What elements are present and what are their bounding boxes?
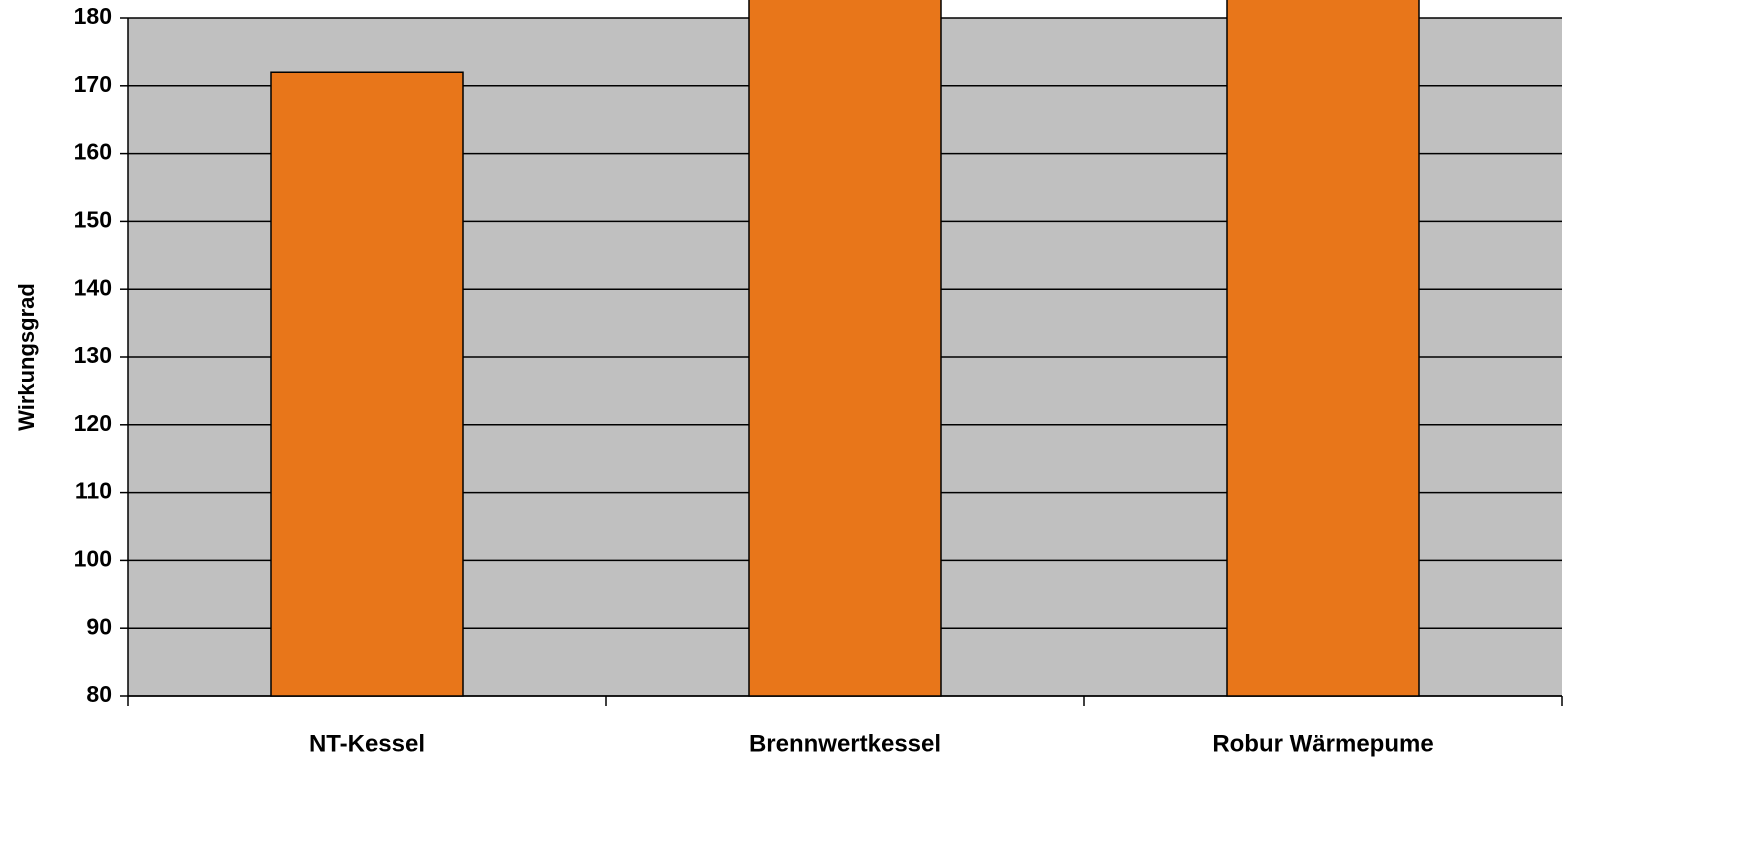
bar-segment — [1226, 0, 1420, 697]
y-tick-label: 110 — [75, 478, 112, 504]
y-tick-label: 150 — [74, 206, 112, 232]
y-tick-label: 180 — [74, 3, 112, 29]
bar-segment — [748, 0, 942, 697]
y-axis-label: Wirkungsgrad — [14, 283, 39, 431]
y-tick-label: 100 — [74, 545, 112, 571]
x-tick-label: NT-Kessel — [309, 730, 425, 757]
y-tick-label: 140 — [74, 274, 112, 300]
y-tick-label: 160 — [74, 139, 112, 165]
x-tick-label: Robur Wärmepume — [1212, 730, 1433, 757]
bar-segment — [270, 71, 464, 697]
y-tick-label: 120 — [74, 410, 112, 436]
y-tick-label: 90 — [86, 613, 112, 639]
y-tick-label: 170 — [74, 71, 112, 97]
y-tick-label: 80 — [86, 681, 112, 707]
x-tick-label: Brennwertkessel — [749, 730, 941, 757]
y-tick-label: 130 — [74, 342, 112, 368]
